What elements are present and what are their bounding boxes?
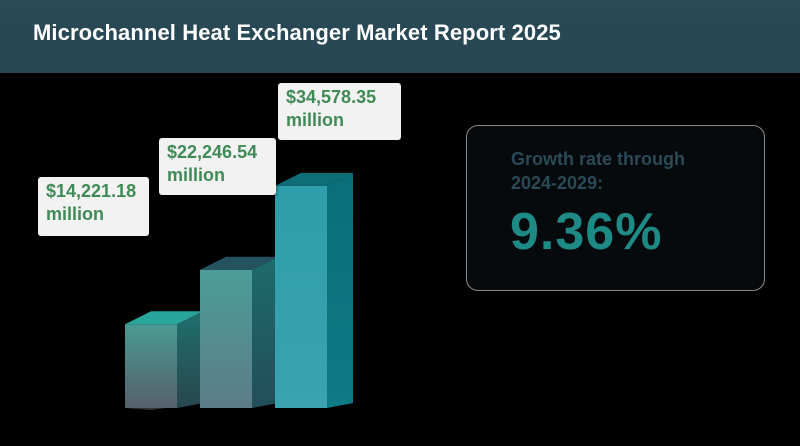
bar-value-label-1: $14,221.18 million <box>38 177 149 236</box>
bar-value-label-3: $34,578.35 million <box>278 83 401 140</box>
bar-3-front <box>275 185 327 408</box>
bar-2-top <box>200 256 278 270</box>
bar-value-unit-2: million <box>167 165 225 185</box>
bar-3-side <box>327 172 353 408</box>
bar-1-side <box>177 311 203 408</box>
page-title: Microchannel Heat Exchanger Market Repor… <box>33 20 561 45</box>
bar-shadow-1 <box>125 403 203 410</box>
bar-2-front <box>200 269 252 408</box>
bar-3-top <box>275 172 353 186</box>
header-bar: Microchannel Heat Exchanger Market Repor… <box>0 0 800 73</box>
growth-rate-label: Growth rate through 2024-2029: <box>511 149 685 193</box>
bar-1-top <box>125 311 203 325</box>
bar-2-side <box>252 256 278 408</box>
bar-value-unit-3: million <box>286 110 344 130</box>
bar-value-amount-3: $34,578.35 <box>286 87 377 107</box>
bar-value-amount-1: $14,221.18 <box>46 181 137 201</box>
bar-value-amount-2: $22,246.54 <box>167 142 258 162</box>
bar-value-unit-1: million <box>46 204 104 224</box>
bar-value-label-2: $22,246.54 million <box>159 138 276 195</box>
growth-rate-card: Growth rate through 2024-2029: 9.36% <box>466 125 765 291</box>
growth-rate-value: 9.36% <box>510 203 663 261</box>
bar-1-front <box>125 324 177 408</box>
